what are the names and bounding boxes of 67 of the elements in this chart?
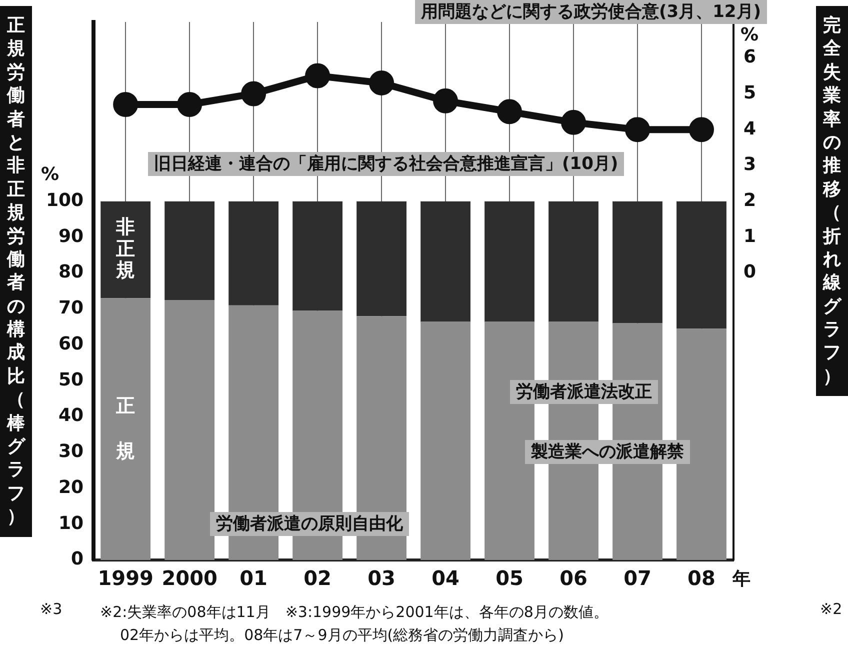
y-tick-label: 90: [58, 226, 84, 247]
y-tick-label: 0: [71, 548, 84, 570]
x-tick-label: 04: [432, 566, 460, 590]
text: 正規労働者と非正規労働者の構成比（棒グラフ）: [7, 15, 25, 528]
y2-tick-label: 2: [743, 190, 756, 212]
text: %: [40, 164, 60, 186]
text: 02年からは平均。08年は7～9月の平均(総務省の労働力調査から): [120, 626, 564, 645]
y-tick-label: 80: [58, 262, 84, 283]
point: [113, 92, 138, 117]
annotation: 用問題などに関する政労使合意(3月、12月): [415, 0, 768, 24]
y2-tick-label: 0: [743, 262, 756, 283]
bar: [612, 201, 662, 324]
x-tick-label: 02: [304, 566, 332, 590]
point: [241, 81, 266, 106]
bar: [356, 201, 406, 316]
bar: [164, 300, 215, 560]
bar: [484, 201, 534, 322]
annotation: 旧日経連・連合の「雇用に関する社会合意推進宣言」(10月): [148, 152, 624, 176]
y2-tick-label: 1: [743, 226, 756, 247]
text: 年: [731, 568, 750, 590]
bar: [292, 201, 342, 311]
annotation: 製造業への派遣解禁: [525, 440, 690, 464]
text: 完全失業率の推移（折れ線グラフ）: [823, 15, 841, 387]
bar: [548, 201, 598, 322]
x-tick-label: 06: [560, 566, 588, 590]
y-tick-label: 70: [58, 298, 84, 319]
point: [433, 88, 458, 114]
point: [177, 92, 202, 117]
text: ※3: [40, 600, 62, 618]
x-tick-label: 08: [688, 566, 716, 590]
y2-tick-label: 5: [743, 82, 756, 104]
text: 非: [116, 216, 136, 238]
y2-tick-label: 3: [743, 154, 756, 176]
bar: [228, 201, 279, 306]
x-tick-label: 1999: [98, 566, 154, 590]
y2-tick-label: 6: [743, 46, 756, 68]
x-tick-label: 2000: [162, 566, 218, 590]
y-tick-label: 20: [58, 476, 84, 498]
series-label: 正規: [116, 238, 136, 282]
y-tick-label: 60: [58, 333, 84, 354]
annotation: 労働者派遣の原則自由化: [210, 512, 409, 536]
point: [561, 110, 586, 135]
annotation: 労働者派遣法改正: [510, 380, 658, 404]
text: 正規: [116, 394, 136, 462]
x-tick-label: 01: [240, 566, 268, 590]
point: [305, 63, 330, 88]
y-tick-label: 100: [46, 190, 84, 212]
x-tick-label: 03: [368, 566, 396, 590]
point: [369, 70, 394, 96]
text: %: [740, 24, 758, 46]
y2-tick-label: 4: [743, 118, 756, 140]
text: ※2:失業率の08年は11月 ※3:1999年から2001年は、各年の8月の数値。: [100, 603, 608, 622]
y-tick-label: 10: [58, 512, 84, 534]
point: [688, 117, 714, 142]
bar: [164, 201, 215, 300]
x-tick-label: 07: [624, 566, 652, 590]
text: ※2: [820, 600, 842, 618]
y-tick-label: 50: [58, 369, 84, 390]
bar: [100, 298, 151, 560]
y-tick-label: 40: [58, 405, 84, 426]
point: [624, 117, 650, 142]
bar: [420, 321, 470, 560]
bar: [676, 201, 726, 329]
point: [497, 99, 522, 124]
bar: [420, 201, 470, 322]
y-tick-label: 30: [58, 441, 84, 462]
x-tick-label: 05: [496, 566, 524, 590]
